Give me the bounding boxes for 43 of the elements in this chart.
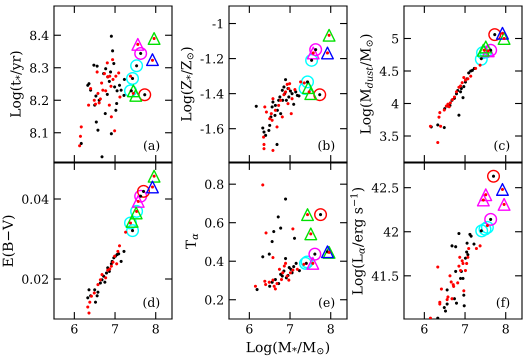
annotation: (c) — [494, 140, 510, 152]
y-axis-title: Log(L$_{α}$/erg s$^{−1}$) — [350, 188, 366, 294]
y-axis-title: Log(M$_{dust}$/M$_{⊙}$) — [360, 34, 374, 134]
y-tick-label: 3.5 — [380, 131, 398, 141]
x-tick-label: 6 — [246, 324, 253, 334]
y-tick-label: 0.04 — [22, 194, 49, 204]
x-tick-label: 6 — [71, 324, 78, 334]
y-tick-label: 4 — [392, 98, 399, 108]
y-tick-label: 0.4 — [205, 256, 224, 266]
y-tick-label: 0.8 — [205, 180, 224, 190]
y-tick-label: -1.4 — [200, 89, 224, 99]
x-tick-label: 7 — [112, 324, 118, 334]
y-tick-label: 41.5 — [372, 271, 398, 281]
annotation: (b) — [318, 140, 334, 152]
x-tick-label: 7 — [287, 324, 294, 334]
annotation: (e) — [319, 297, 334, 309]
y-axis-title: Log(t$_{*}$/yr) — [10, 51, 24, 117]
x-tick-label: 8 — [328, 324, 334, 334]
y-axis-title: T$_{α}$ — [186, 233, 198, 250]
annotation: (f) — [496, 297, 510, 309]
y-tick-label: 8.1 — [30, 128, 48, 138]
x-tick-label: 6 — [421, 324, 428, 334]
x-tick-label: 7 — [462, 324, 468, 334]
y-tick-label: 8.4 — [30, 30, 49, 40]
y-tick-label: 5 — [392, 34, 398, 44]
y-axis-title: Log(Z$_{*}$/Z$_{⊙}$) — [180, 47, 194, 121]
y-tick-label: 42 — [384, 227, 398, 236]
y-tick-label: 4.5 — [380, 66, 398, 76]
y-tick-label: -1.2 — [200, 54, 223, 64]
y-tick-label: -1.6 — [200, 124, 224, 134]
y-axis-title: E(B−V) — [2, 216, 16, 267]
y-tick-label: 42.5 — [372, 183, 398, 193]
y-tick-label: 8.3 — [30, 63, 48, 73]
x-axis-title: Log(M$_{*}$/M$_{⊙}$) — [246, 342, 330, 356]
y-tick-label: 8.2 — [30, 96, 48, 106]
y-tick-label: 0.02 — [22, 274, 48, 284]
x-tick-label: 8 — [502, 324, 509, 334]
y-tick-label: -1 — [212, 19, 222, 28]
annotation: (d) — [143, 297, 160, 309]
x-tick-label: 8 — [152, 324, 159, 334]
y-tick-label: 0.6 — [205, 218, 224, 228]
y-tick-label: 0.2 — [205, 295, 223, 305]
annotation: (a) — [144, 140, 160, 152]
